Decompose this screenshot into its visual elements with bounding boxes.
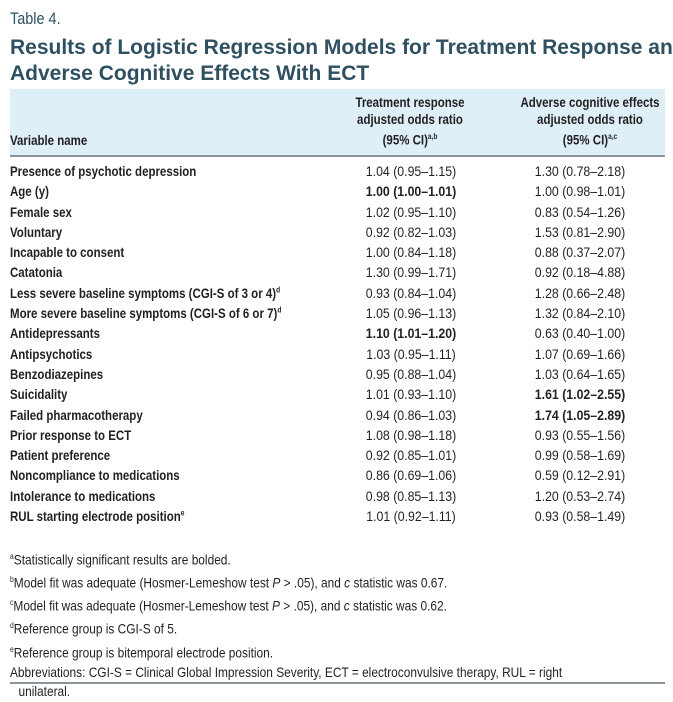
adverse-odds-ratio: 0.93 (0.55–1.56)	[534, 426, 626, 443]
treatment-odds-ratio: 1.01 (0.93–1.10)	[365, 386, 457, 403]
header-adverse: Adverse cognitive effects adjusted odds …	[520, 94, 660, 148]
table-body: Presence of psychotic depression 1.04 (0.…	[10, 161, 665, 526]
table-row: Catatonia 1.30 (0.99–1.71) 0.92 (0.18–4.88…	[10, 262, 665, 282]
table-row: Benzodiazepines 0.95 (0.88–1.04) 1.03 (0.6…	[10, 364, 665, 384]
table-row: More severe baseline symptoms (CGI-S of …	[10, 303, 665, 323]
footnotes: aStatistically significant results are b…	[10, 547, 605, 702]
adverse-odds-ratio: 0.88 (0.37–2.07)	[534, 244, 626, 261]
variable-name: Patient preference	[10, 447, 111, 464]
treatment-odds-ratio: 0.86 (0.69–1.06)	[365, 467, 457, 484]
adverse-odds-ratio: 0.63 (0.40–1.00)	[534, 325, 626, 342]
table-title: Results of Logistic Regression Models fo…	[10, 36, 673, 85]
table-row: Incapable to consent 1.00 (0.84–1.18) 0.88…	[10, 242, 665, 262]
variable-name: Benzodiazepines	[10, 365, 104, 382]
table-row: Voluntary 0.92 (0.82–1.03) 1.53 (0.81–2.90…	[10, 222, 665, 242]
footnote-a: aStatistically significant results are b…	[10, 551, 231, 568]
adverse-odds-ratio: 1.30 (0.78–2.18)	[534, 163, 626, 179]
footnote-c: cModel fit was adequate (Hosmer-Lemeshow…	[10, 597, 447, 614]
variable-name: Age (y)	[10, 183, 49, 200]
variable-name: Noncompliance to medications	[10, 467, 180, 484]
treatment-odds-ratio: 0.94 (0.86–1.03)	[365, 406, 457, 423]
abbreviations: Abbreviations: CGI-S = Clinical Global I…	[10, 663, 563, 680]
table-row: Prior response to ECT 1.08 (0.98–1.18) 0.9…	[10, 425, 665, 445]
treatment-odds-ratio: 1.01 (0.92–1.11)	[366, 508, 456, 525]
adverse-odds-ratio: 0.59 (0.12–2.91)	[534, 467, 626, 484]
variable-name: Less severe baseline symptoms (CGI-S of …	[10, 284, 281, 301]
table-row: Noncompliance to medications 0.86 (0.69–1…	[10, 465, 665, 485]
treatment-odds-ratio: 0.92 (0.82–1.03)	[365, 223, 457, 240]
variable-name: Antipsychotics	[10, 345, 93, 362]
header-treatment: Treatment response adjusted odds ratio (…	[355, 94, 465, 148]
variable-name: Suicidality	[10, 386, 68, 403]
footnote-e: eReference group is bitemporal electrode…	[10, 644, 274, 661]
adverse-odds-ratio: 1.28 (0.66–2.48)	[534, 284, 626, 301]
treatment-odds-ratio: 1.03 (0.95–1.11)	[366, 345, 456, 362]
variable-name: Female sex	[10, 203, 72, 220]
treatment-odds-ratio: 1.05 (0.96–1.13)	[365, 305, 457, 322]
table-row: Presence of psychotic depression 1.04 (0.…	[10, 161, 665, 181]
treatment-odds-ratio: 1.08 (0.98–1.18)	[365, 426, 457, 443]
treatment-odds-ratio: 1.02 (0.95–1.10)	[365, 203, 457, 220]
treatment-odds-ratio: 1.10 (1.01–1.20)	[365, 325, 457, 342]
variable-name: More severe baseline symptoms (CGI-S of …	[10, 305, 282, 322]
treatment-odds-ratio: 1.30 (0.99–1.71)	[365, 264, 457, 281]
variable-name: Failed pharmacotherapy	[10, 406, 143, 423]
table-row: Patient preference 0.92 (0.85–1.01) 0.99 (…	[10, 445, 665, 465]
variable-name: Presence of psychotic depression	[10, 163, 197, 179]
adverse-odds-ratio: 0.99 (0.58–1.69)	[534, 447, 626, 464]
variable-name: Prior response to ECT	[10, 426, 132, 443]
variable-name: Intolerance to medications	[10, 487, 156, 504]
table-row: RUL starting electrode positione 1.01 (0.…	[10, 506, 665, 526]
abbreviations-cont: unilateral.	[18, 683, 71, 700]
adverse-odds-ratio: 0.92 (0.18–4.88)	[534, 264, 626, 281]
adverse-odds-ratio: 1.61 (1.02–2.55)	[534, 386, 626, 403]
table-row: Female sex 1.02 (0.95–1.10) 0.83 (0.54–1.2…	[10, 202, 665, 222]
variable-name: RUL starting electrode positione	[10, 508, 185, 525]
treatment-odds-ratio: 1.00 (0.84–1.18)	[365, 244, 457, 261]
adverse-odds-ratio: 1.20 (0.53–2.74)	[534, 487, 626, 504]
header-variable: Variable name	[10, 132, 88, 148]
table-row: Antidepressants 1.10 (1.01–1.20) 0.63 (0.4…	[10, 323, 665, 343]
table-row: Antipsychotics 1.03 (0.95–1.11) 1.07 (0.69…	[10, 344, 665, 364]
adverse-odds-ratio: 1.00 (0.98–1.01)	[534, 183, 626, 200]
footnote-b: bModel fit was adequate (Hosmer-Lemeshow…	[10, 574, 448, 591]
treatment-odds-ratio: 0.95 (0.88–1.04)	[365, 365, 457, 382]
variable-name: Voluntary	[10, 223, 63, 240]
table-row: Suicidality 1.01 (0.93–1.10) 1.61 (1.02–2.…	[10, 384, 665, 404]
table-row: Failed pharmacotherapy 0.94 (0.86–1.03) 1.…	[10, 405, 665, 425]
adverse-odds-ratio: 1.74 (1.05–2.89)	[534, 406, 626, 423]
adverse-odds-ratio: 0.83 (0.54–1.26)	[534, 203, 626, 220]
treatment-odds-ratio: 0.93 (0.84–1.04)	[365, 284, 457, 301]
treatment-odds-ratio: 1.00 (1.00–1.01)	[365, 183, 457, 200]
adverse-odds-ratio: 1.03 (0.64–1.65)	[534, 365, 626, 382]
adverse-odds-ratio: 1.53 (0.81–2.90)	[534, 223, 626, 240]
table-row: Age (y) 1.00 (1.00–1.01) 1.00 (0.98–1.01)	[10, 181, 665, 201]
treatment-odds-ratio: 0.92 (0.85–1.01)	[365, 447, 457, 464]
table-row: Intolerance to medications 0.98 (0.85–1.1…	[10, 486, 665, 506]
variable-name: Incapable to consent	[10, 244, 125, 261]
table-row: Less severe baseline symptoms (CGI-S of …	[10, 283, 665, 303]
treatment-odds-ratio: 1.04 (0.95–1.15)	[365, 163, 457, 179]
bottom-rule	[10, 682, 665, 684]
adverse-odds-ratio: 1.07 (0.69–1.66)	[534, 345, 626, 362]
footnote-d: dReference group is CGI-S of 5.	[10, 621, 178, 638]
variable-name: Antidepressants	[10, 325, 100, 342]
table-header: Variable name Treatment response adjuste…	[10, 89, 665, 157]
treatment-odds-ratio: 0.98 (0.85–1.13)	[365, 487, 457, 504]
adverse-odds-ratio: 0.93 (0.58–1.49)	[534, 508, 626, 525]
adverse-odds-ratio: 1.32 (0.84–2.10)	[534, 305, 626, 322]
table-label: Table 4.	[10, 9, 61, 28]
variable-name: Catatonia	[10, 264, 63, 281]
